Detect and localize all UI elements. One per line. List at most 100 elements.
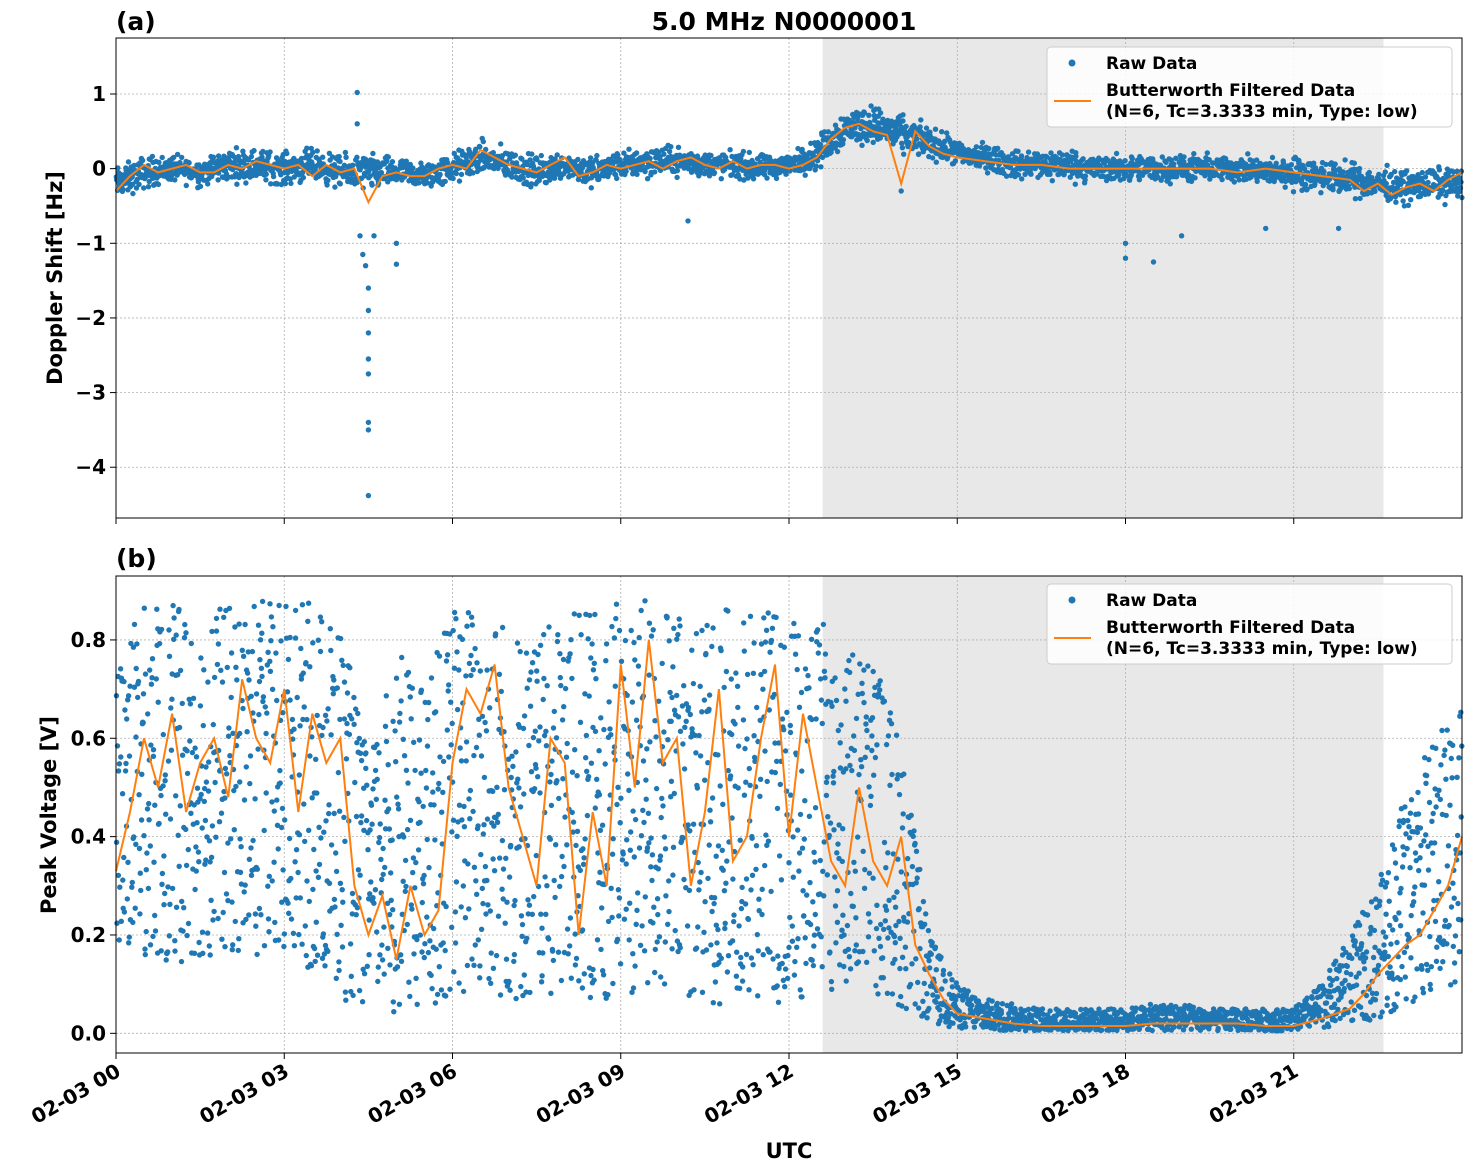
raw-point xyxy=(249,648,256,655)
raw-point xyxy=(544,683,550,689)
raw-point xyxy=(731,918,737,925)
raw-point xyxy=(478,851,484,858)
raw-point xyxy=(230,166,236,173)
raw-point xyxy=(268,181,274,187)
raw-point xyxy=(790,834,796,840)
raw-point xyxy=(265,649,271,655)
raw-point xyxy=(715,926,721,933)
raw-point xyxy=(148,681,155,687)
raw-point xyxy=(653,785,660,792)
raw-point xyxy=(1392,168,1398,175)
raw-point xyxy=(348,973,354,979)
y-tick-label: 1 xyxy=(92,82,106,106)
raw-point xyxy=(309,795,315,801)
raw-point xyxy=(307,664,313,670)
raw-point xyxy=(557,883,563,890)
raw-point xyxy=(495,811,501,817)
raw-point xyxy=(212,779,218,786)
raw-point xyxy=(208,897,214,903)
raw-point xyxy=(333,850,339,856)
raw-point xyxy=(424,914,430,920)
raw-point xyxy=(331,162,338,168)
raw-point xyxy=(408,716,414,722)
raw-point xyxy=(746,765,752,772)
raw-point xyxy=(421,954,427,961)
raw-point xyxy=(379,942,385,948)
raw-point xyxy=(765,610,771,616)
raw-point xyxy=(436,653,443,659)
raw-point xyxy=(807,921,814,928)
raw-point xyxy=(125,859,131,865)
raw-point xyxy=(267,668,274,674)
raw-point xyxy=(828,978,835,985)
raw-point xyxy=(312,958,318,965)
raw-point-outlier xyxy=(898,188,904,194)
raw-point xyxy=(139,157,146,164)
raw-point xyxy=(215,153,222,159)
panel-b: (b) 0.80.60.40.20.0 02-03 00 02-03 03 02-0… xyxy=(27,544,1465,1163)
raw-point xyxy=(124,896,130,902)
raw-point xyxy=(481,822,487,828)
raw-point xyxy=(799,845,806,851)
raw-point xyxy=(320,154,326,160)
raw-point xyxy=(311,945,318,952)
y-tick-label: 0 xyxy=(92,157,106,181)
raw-point xyxy=(351,721,357,727)
raw-point xyxy=(822,675,828,681)
raw-point xyxy=(1442,201,1448,208)
raw-point xyxy=(336,153,342,160)
raw-point xyxy=(227,753,233,759)
raw-point xyxy=(741,648,747,654)
raw-point xyxy=(471,752,477,759)
raw-point xyxy=(509,174,515,180)
raw-point xyxy=(577,867,583,874)
raw-point xyxy=(737,985,743,991)
raw-point xyxy=(211,908,217,915)
raw-point xyxy=(132,905,138,911)
raw-point xyxy=(156,820,162,827)
raw-point xyxy=(276,937,282,943)
raw-point xyxy=(572,747,578,753)
raw-point xyxy=(283,603,289,610)
raw-point xyxy=(467,816,473,822)
raw-point xyxy=(797,987,803,993)
raw-point xyxy=(167,816,174,822)
raw-point xyxy=(119,791,126,797)
raw-point xyxy=(795,633,802,639)
raw-point xyxy=(580,861,587,867)
raw-point xyxy=(665,737,671,743)
raw-point xyxy=(324,718,330,724)
y-tick-label: −2 xyxy=(75,306,106,330)
raw-point xyxy=(754,931,760,938)
raw-point xyxy=(387,962,393,968)
raw-point xyxy=(460,883,466,889)
raw-point xyxy=(721,684,727,691)
raw-point xyxy=(640,807,646,813)
raw-point xyxy=(558,977,565,984)
raw-point xyxy=(717,1001,723,1007)
raw-point xyxy=(631,639,637,646)
raw-point xyxy=(1192,175,1198,181)
raw-point xyxy=(116,761,123,767)
raw-point xyxy=(226,725,232,731)
raw-point xyxy=(260,698,266,705)
raw-point xyxy=(376,834,383,841)
raw-point xyxy=(932,126,939,132)
raw-point xyxy=(332,184,338,190)
raw-point xyxy=(469,622,475,628)
raw-point xyxy=(118,754,124,760)
raw-point xyxy=(453,170,459,177)
raw-point xyxy=(452,940,459,946)
raw-point xyxy=(351,694,357,701)
raw-point xyxy=(769,625,776,631)
raw-point xyxy=(120,877,126,883)
raw-point xyxy=(395,806,402,812)
raw-point xyxy=(654,939,660,945)
raw-point xyxy=(1072,181,1079,187)
raw-point xyxy=(356,987,363,994)
raw-point xyxy=(699,627,705,634)
raw-point xyxy=(136,845,143,852)
raw-point xyxy=(192,745,198,751)
raw-point xyxy=(141,605,147,611)
raw-point xyxy=(217,606,223,612)
